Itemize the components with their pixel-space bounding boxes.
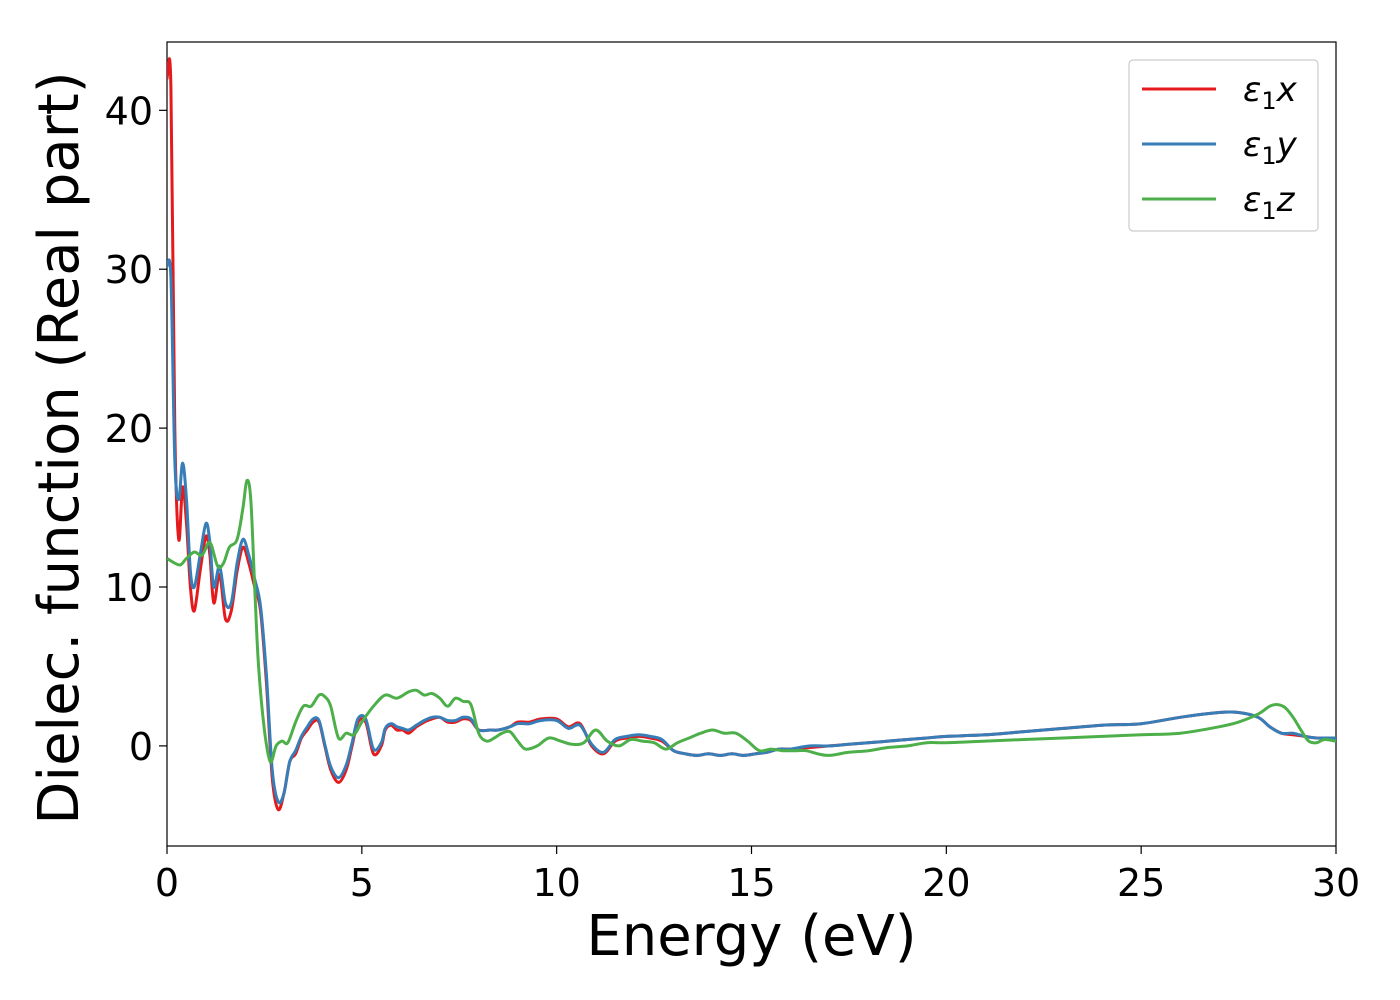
x-tick-label: 10 (532, 861, 580, 905)
series-lines (167, 57, 1336, 812)
y-tick-label: 0 (129, 725, 153, 769)
x-tick-label: 25 (1117, 861, 1165, 905)
y-tick-label: 10 (105, 566, 153, 610)
legend-item-z: ε1z (1142, 180, 1296, 225)
x-tick-label: 30 (1312, 861, 1360, 905)
legend-label: ε1z (1243, 180, 1296, 225)
x-tick-label: 15 (727, 861, 775, 905)
legend-item-y: ε1y (1142, 125, 1298, 170)
y-axis: 0 10 20 30 40 (105, 89, 167, 769)
legend-box (1128, 59, 1319, 232)
y-tick-label: 30 (105, 248, 153, 292)
legend-label: ε1y (1243, 125, 1298, 170)
y-axis-label: Dielec. function (Real part) (27, 71, 92, 824)
x-tick-label: 20 (922, 861, 970, 905)
x-tick-label: 5 (350, 861, 374, 905)
x-axis-label: Energy (eV) (586, 904, 916, 969)
y-tick-label: 20 (105, 407, 153, 451)
x-axis: 0 5 10 15 20 25 30 (155, 846, 1360, 905)
series-line-z (167, 478, 1336, 764)
x-tick-label: 0 (155, 861, 179, 905)
legend-item-x: ε1x (1142, 70, 1298, 115)
y-tick-label: 40 (105, 89, 153, 133)
legend-label: ε1x (1243, 70, 1298, 115)
series-line-y (167, 258, 1336, 805)
legend: ε1x ε1y ε1z (1128, 59, 1319, 232)
